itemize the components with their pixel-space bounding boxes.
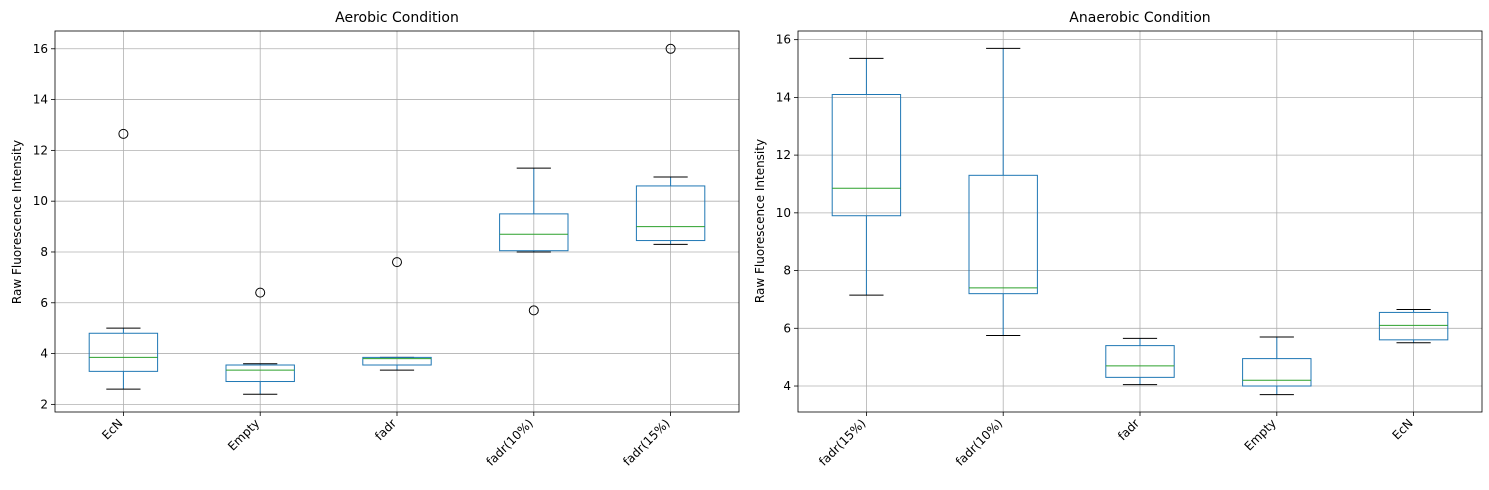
chart-title: Aerobic Condition: [335, 10, 459, 26]
box-group: [88, 128, 159, 390]
outlier-point: [392, 257, 402, 268]
anaerobic-chart-panel: Anaerobic Condition Raw Fluorescence Int…: [753, 10, 1483, 469]
iqr-box: [831, 94, 902, 217]
box-group: [635, 43, 706, 245]
outlier-point: [665, 43, 676, 54]
outlier-point: [255, 287, 266, 298]
y-tick-label: 10: [33, 194, 48, 208]
y-tick-label: 16: [33, 42, 48, 56]
y-tick-label: 8: [783, 264, 791, 278]
y-axis-label: Raw Fluorescence Intensity: [753, 139, 767, 303]
iqr-box: [499, 213, 569, 252]
y-tick-label: 12: [33, 143, 48, 157]
box-group: [831, 57, 902, 296]
y-tick-label: 6: [40, 296, 48, 310]
axes-frame: [54, 30, 740, 413]
box-group: [968, 47, 1038, 337]
iqr-box: [1242, 358, 1312, 387]
box-group: [1242, 336, 1312, 396]
y-tick-label: 10: [776, 206, 791, 220]
y-tick-label: 6: [783, 321, 791, 335]
aerobic-chart-panel: Aerobic Condition Raw Fluorescence Inten…: [10, 10, 740, 469]
iqr-box: [88, 332, 159, 372]
y-tick-label: 16: [776, 33, 791, 47]
x-tick-label: fadr: [372, 416, 399, 443]
iqr-box: [1105, 345, 1175, 378]
box-group: [225, 287, 295, 395]
y-tick-label: 12: [776, 148, 791, 162]
outlier-point: [528, 305, 539, 316]
box-group: [1105, 337, 1175, 386]
grid-lines: [55, 31, 739, 412]
x-tick-label: fadr(15%): [816, 416, 868, 468]
axes-frame: [797, 30, 1483, 413]
box-group: [499, 167, 569, 316]
outlier-point: [118, 128, 129, 139]
y-tick-label: 14: [33, 93, 48, 107]
x-tick-label: EcN: [99, 416, 125, 442]
x-tick-label: fadr(10%): [483, 416, 535, 468]
box-group: [362, 257, 432, 371]
x-tick-label: fadr: [1115, 416, 1142, 443]
x-tick-label: Empty: [225, 416, 262, 453]
x-tick-label: EcN: [1389, 416, 1415, 442]
y-axis-label: Raw Fluorescence Intensity: [10, 140, 24, 304]
x-tick-label: fadr(15%): [620, 416, 672, 468]
iqr-box: [362, 356, 432, 366]
x-tick-label: fadr(10%): [953, 416, 1005, 468]
y-tick-label: 14: [776, 90, 791, 104]
y-tick-label: 8: [40, 245, 48, 259]
y-tick-label: 4: [40, 347, 48, 361]
iqr-box: [1378, 311, 1449, 341]
iqr-box: [968, 174, 1038, 295]
box-marks: [88, 43, 706, 395]
y-tick-label: 2: [40, 397, 48, 411]
y-tick-label: 4: [783, 379, 791, 393]
chart-title: Anaerobic Condition: [1069, 10, 1210, 26]
iqr-box: [225, 364, 295, 383]
x-tick-label: Empty: [1242, 416, 1279, 453]
iqr-box: [635, 185, 706, 242]
grid-lines: [798, 31, 1482, 412]
box-marks: [831, 47, 1449, 396]
box-group: [1378, 309, 1449, 344]
